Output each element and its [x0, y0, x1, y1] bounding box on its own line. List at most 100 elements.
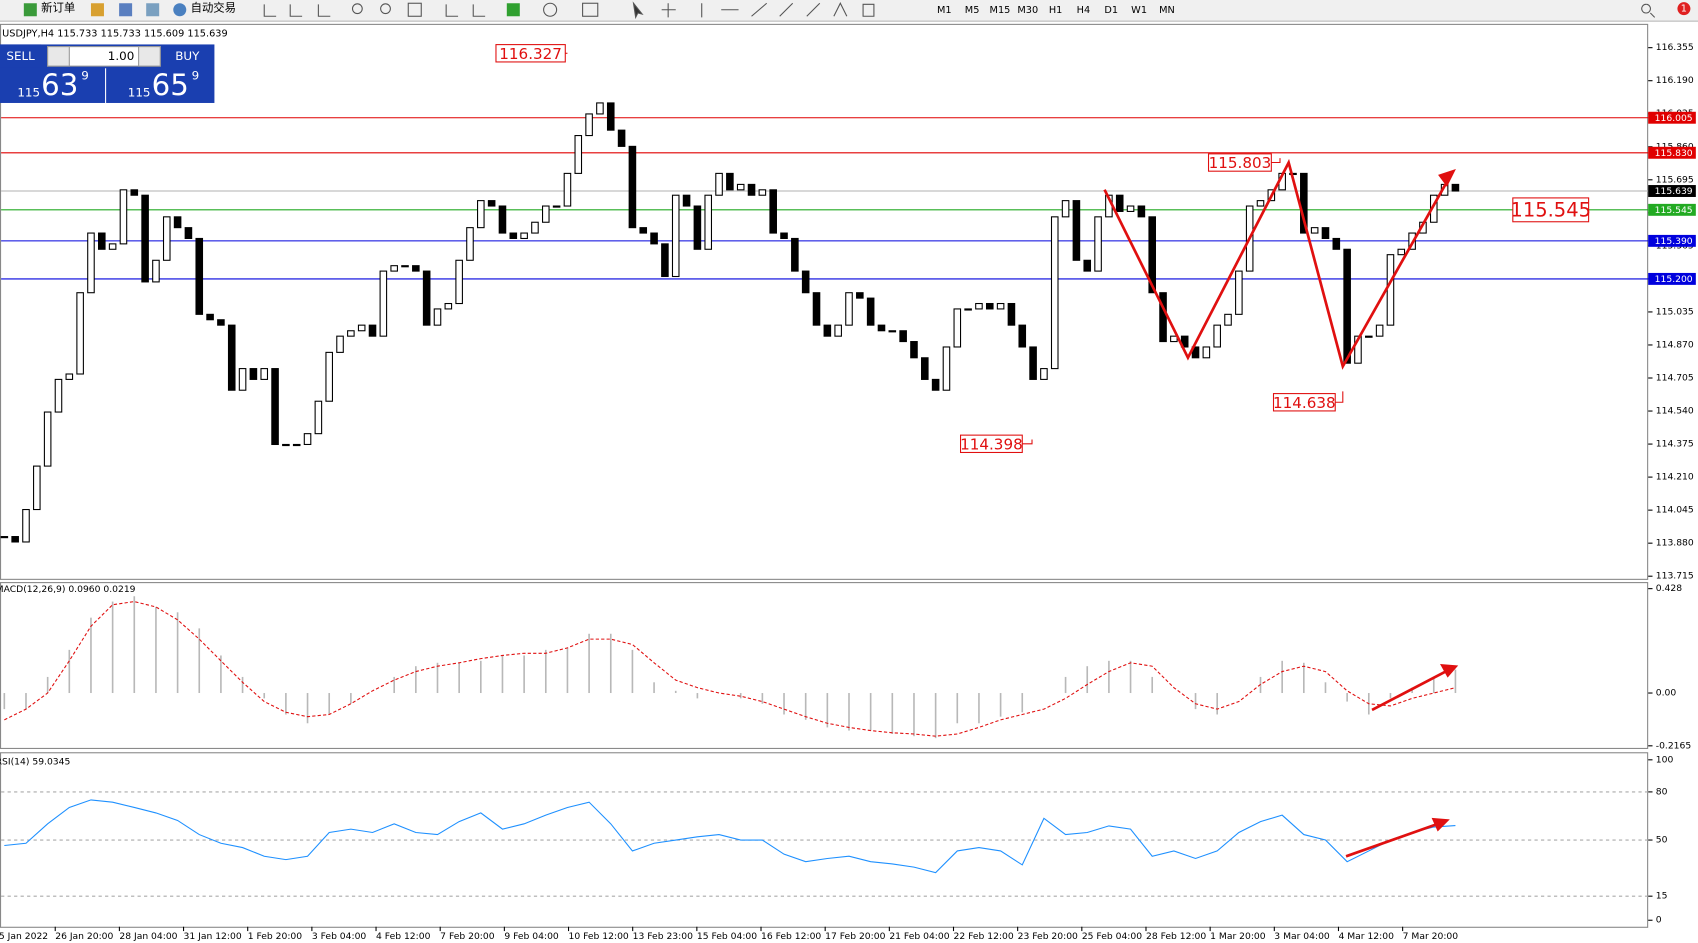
- annotation-box: [959, 434, 1023, 454]
- candle-body: [617, 129, 626, 147]
- x-tick-label: 1 Feb 20:00: [248, 931, 303, 942]
- timeframe-button[interactable]: MN: [1159, 5, 1175, 16]
- candle-body: [1213, 324, 1221, 348]
- candle-body: [1354, 335, 1362, 364]
- x-tick-label: 7 Feb 20:00: [440, 931, 495, 942]
- ask-pips[interactable]: 65: [152, 68, 189, 102]
- candle-body: [1148, 216, 1157, 294]
- draw-tools[interactable]: [661, 2, 875, 18]
- arrow-head: [1438, 168, 1456, 187]
- candle-body: [823, 324, 832, 337]
- candle-body: [1137, 205, 1146, 218]
- candle-body: [1191, 346, 1200, 359]
- candle-body: [444, 302, 453, 310]
- timeframe-button[interactable]: H1: [1049, 5, 1063, 16]
- buy-label[interactable]: BUY: [175, 49, 200, 63]
- ask-point[interactable]: 9: [192, 68, 200, 82]
- x-tick-label: 3 Mar 04:00: [1274, 931, 1330, 942]
- candle-body: [758, 189, 767, 196]
- timeframe-button[interactable]: M15: [990, 5, 1011, 16]
- alerts-badge[interactable]: [1677, 2, 1691, 16]
- timeframe-button[interactable]: M1: [937, 5, 952, 16]
- auto-trading-icon[interactable]: [173, 3, 187, 17]
- candle-body: [747, 183, 756, 196]
- candle-body: [1159, 292, 1167, 343]
- cursor[interactable]: [632, 1, 644, 20]
- indicators[interactable]: [506, 3, 520, 17]
- zoom-in[interactable]: [351, 3, 363, 15]
- annotation-label: 115.803: [1209, 154, 1272, 172]
- candle-body: [173, 216, 182, 229]
- search[interactable]: [1641, 3, 1656, 18]
- candle-body: [606, 102, 615, 131]
- candle-body: [162, 216, 171, 261]
- timeframe-button[interactable]: W1: [1131, 5, 1147, 16]
- tool-icon[interactable]: [119, 3, 133, 17]
- timeframe-button[interactable]: D1: [1104, 5, 1118, 16]
- y-tick-label: 115.695: [1656, 174, 1694, 185]
- x-tick-label: 13 Feb 23:00: [633, 931, 693, 942]
- candle-body: [682, 194, 691, 207]
- tile[interactable]: [407, 2, 422, 17]
- auto-trading[interactable]: 自动交易: [191, 1, 236, 15]
- lots-down[interactable]: [47, 46, 70, 67]
- y-tick-label: -0.2165: [1656, 740, 1692, 751]
- y-tick-label: 114.210: [1656, 472, 1694, 483]
- ask-big[interactable]: 115: [128, 86, 151, 100]
- new-order[interactable]: 新订单: [41, 1, 75, 15]
- candle-body: [671, 194, 680, 278]
- annotation-leader: [1335, 391, 1344, 403]
- candle-body: [715, 172, 723, 196]
- templates[interactable]: [582, 2, 599, 17]
- candle-body: [303, 433, 312, 446]
- candle-body: [661, 243, 669, 278]
- candle-body: [379, 270, 388, 337]
- tool-icon[interactable]: [146, 3, 160, 17]
- price-level-label: 115.545: [1655, 205, 1693, 216]
- timeframe-button[interactable]: M30: [1017, 5, 1038, 16]
- x-tick-label: 22 Feb 12:00: [954, 931, 1014, 942]
- lots-value[interactable]: 1.00: [108, 49, 135, 63]
- y-tick-label: 100: [1656, 754, 1674, 765]
- candle-body: [1451, 183, 1460, 192]
- x-tick-label: 16 Feb 12:00: [761, 931, 821, 942]
- candle-body: [498, 205, 507, 234]
- candle-body: [368, 324, 377, 337]
- x-tick-label: 23 Feb 20:00: [1018, 931, 1078, 942]
- y-tick-label: 115.860: [1656, 141, 1694, 152]
- arrow-head: [1440, 663, 1459, 678]
- candle-body: [33, 465, 41, 511]
- timeframe-button[interactable]: M5: [965, 5, 980, 16]
- annotation-label: 116.327: [499, 45, 562, 63]
- candle-body: [347, 330, 355, 337]
- macd-signal: [4, 601, 1456, 737]
- bid-point[interactable]: 9: [81, 68, 89, 82]
- timeframe-button[interactable]: H4: [1077, 5, 1091, 16]
- candle-body: [1235, 270, 1243, 315]
- candle-body: [899, 330, 907, 343]
- price-level-tag: [1648, 203, 1696, 216]
- tool-icon[interactable]: [90, 3, 104, 17]
- y-tick-label: 114.705: [1656, 373, 1694, 384]
- new-order-icon[interactable]: [23, 3, 37, 17]
- bid-big[interactable]: 115: [17, 86, 40, 100]
- candle-body: [541, 205, 550, 223]
- x-tick-label: 3 Feb 04:00: [312, 931, 367, 942]
- price-level-tag: [1648, 234, 1696, 247]
- candle-body: [43, 411, 52, 467]
- bid-pips[interactable]: 63: [41, 68, 78, 102]
- candle-body: [704, 194, 713, 250]
- candle-body: [801, 270, 810, 294]
- zoom-out[interactable]: [380, 3, 391, 15]
- candle-body: [227, 324, 236, 391]
- candle-body: [1115, 194, 1124, 212]
- candle-body: [76, 292, 84, 375]
- sell-button[interactable]: [0, 44, 42, 68]
- sell-label[interactable]: SELL: [6, 49, 35, 63]
- chart-type-icons[interactable]: [263, 4, 486, 17]
- lots-up[interactable]: [138, 46, 161, 67]
- period[interactable]: [543, 2, 558, 17]
- macd-arrow: [1371, 669, 1448, 712]
